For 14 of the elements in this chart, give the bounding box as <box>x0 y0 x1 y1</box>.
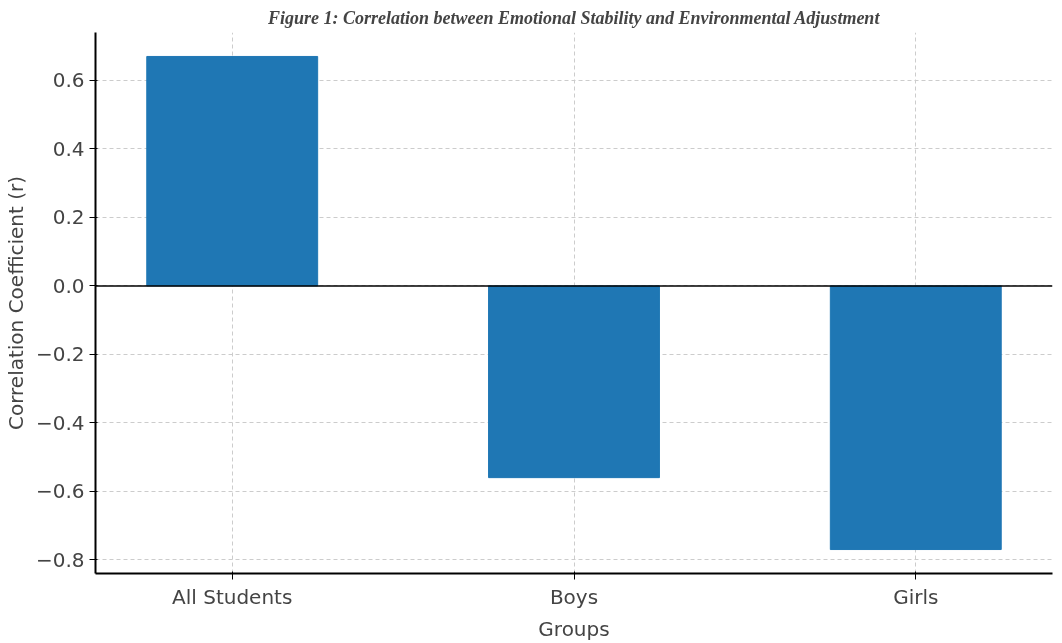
y-tick-label: 0.2 <box>52 205 85 230</box>
y-tick-label: 0.6 <box>52 68 85 93</box>
chart-title: Figure 1: Correlation between Emotional Stability and Environmental Adjustment <box>266 7 881 28</box>
x-tick-label: All Students <box>172 584 293 609</box>
x-tick-label: Girls <box>893 584 939 609</box>
x-axis-title: Groups <box>538 616 610 641</box>
y-tick-label: 0.4 <box>52 136 85 161</box>
y-tick-label: 0.0 <box>52 273 85 298</box>
y-tick-label: −0.8 <box>35 547 85 572</box>
y-tick-label: −0.4 <box>35 410 85 435</box>
y-tick-label: −0.6 <box>35 479 85 504</box>
x-tick-label: Boys <box>549 584 599 609</box>
y-axis-title: Correlation Coefficient (r) <box>3 175 28 431</box>
y-tick-label: −0.2 <box>35 342 85 367</box>
